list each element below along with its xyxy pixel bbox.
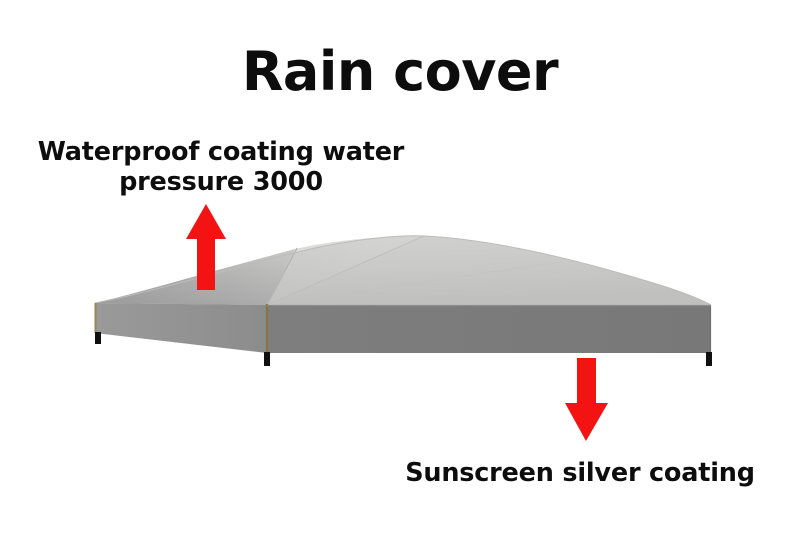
- roof-dome-edge: [94, 235, 712, 306]
- roof-seam-center: [266, 235, 425, 306]
- up-arrow-icon: [186, 204, 226, 290]
- canopy-roof-top: [94, 235, 712, 306]
- roof-seam-right: [266, 261, 561, 306]
- frame-leg-center: [264, 352, 270, 366]
- canopy-valance-right: [267, 305, 711, 353]
- roof-seam-left: [266, 247, 298, 306]
- frame-leg-right: [706, 352, 712, 366]
- roof-left-facet: [95, 249, 295, 305]
- down-arrow-icon: [565, 358, 608, 441]
- canopy-valance-left: [95, 303, 267, 353]
- frame-leg-left: [95, 332, 101, 344]
